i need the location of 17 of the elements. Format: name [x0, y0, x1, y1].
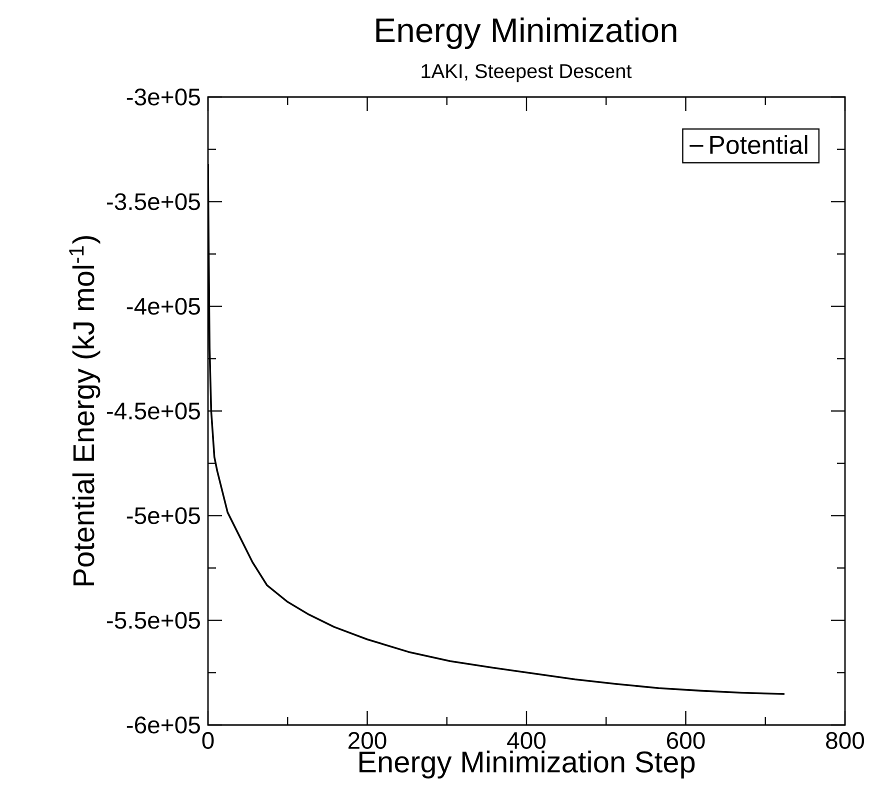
- y-tick-label: -5.5e+05: [106, 612, 200, 629]
- chart-title: Energy Minimization: [376, 17, 676, 50]
- y-tick-label: -6e+05: [126, 716, 200, 734]
- x-tick-label: 200: [348, 732, 386, 749]
- y-tick-label: -5e+05: [126, 507, 200, 524]
- y-axis-title: Potential Energy (kJ mol$^{-1}$): [69, 236, 100, 586]
- y-tick-label: -3e+05: [126, 88, 200, 106]
- x-axis-title: Energy Minimization Step: [359, 750, 695, 778]
- x-tick-label: 600: [667, 732, 705, 749]
- y-tick-label: -3.5e+05: [106, 193, 200, 210]
- x-tick-label: 400: [507, 732, 546, 749]
- x-tick-label: 800: [826, 732, 864, 749]
- x-tick-label: 0: [202, 732, 214, 749]
- y-tick-label: -4e+05: [126, 298, 200, 315]
- legend-label: Potential: [710, 134, 808, 154]
- chart-subtitle: 1AKI, Steepest Descent: [422, 64, 632, 82]
- y-tick-label: -4.5e+05: [106, 402, 200, 420]
